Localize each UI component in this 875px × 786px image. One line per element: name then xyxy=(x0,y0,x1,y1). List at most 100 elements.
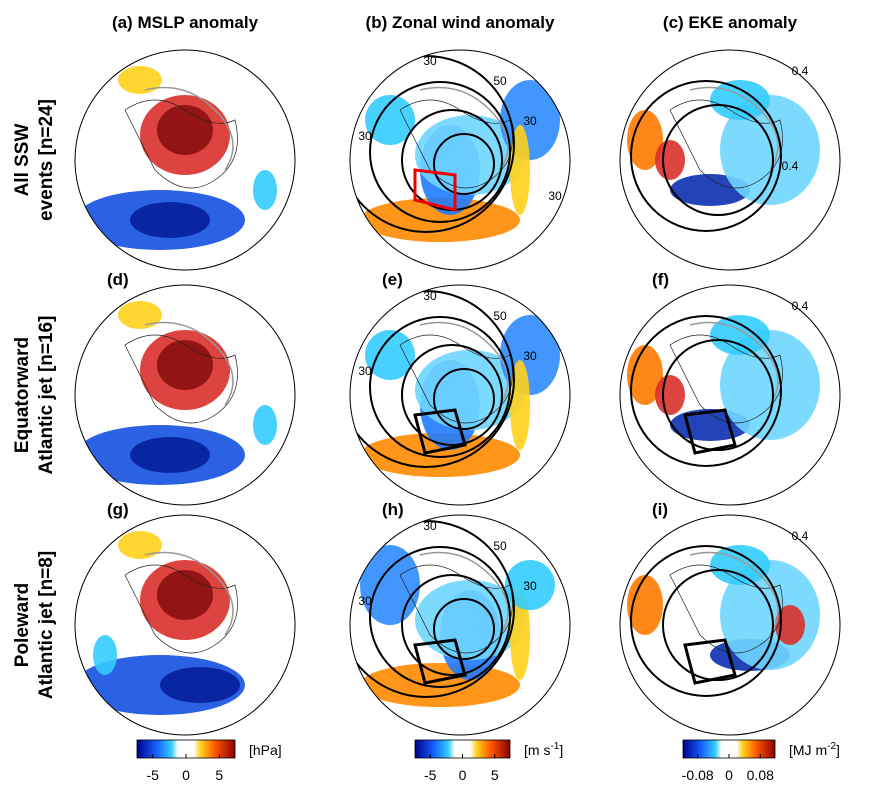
contour-label: 0.4 xyxy=(792,299,809,313)
map-panel xyxy=(350,515,570,735)
climatology-contour xyxy=(369,316,511,458)
anomaly-shading xyxy=(720,330,820,440)
map-outline xyxy=(619,514,841,736)
colorbar-unit: [MJ m-2] xyxy=(789,741,840,758)
significance-contour xyxy=(689,551,779,636)
map-outline xyxy=(619,49,841,271)
coastline xyxy=(124,334,238,424)
anomaly-shading xyxy=(510,360,530,450)
anomaly-shading xyxy=(510,590,530,680)
contour-label: 50 xyxy=(493,74,507,88)
anomaly-shading xyxy=(365,330,415,380)
jet-box xyxy=(413,638,467,685)
climatology-contour xyxy=(662,569,774,681)
significance-contour xyxy=(419,321,509,406)
anomaly-shading xyxy=(775,605,805,645)
anomaly-shading xyxy=(253,170,277,210)
row-label: Atlantic jet [n=16] xyxy=(36,316,57,475)
unit-base: [m s xyxy=(524,742,550,758)
unit-exponent: -1 xyxy=(550,741,559,752)
anomaly-shading xyxy=(130,437,210,473)
anomaly-shading xyxy=(365,95,415,145)
contour-label: 50 xyxy=(493,539,507,553)
climatology-contour xyxy=(350,520,515,698)
region-box xyxy=(413,168,457,212)
anomaly-shading xyxy=(157,570,213,620)
anomaly-shading xyxy=(627,345,663,405)
contour-label: 30 xyxy=(423,54,437,68)
colorbar-tick-label: 0.08 xyxy=(747,767,774,783)
colorbar-tick-label: -0.08 xyxy=(682,767,714,783)
map-panel xyxy=(620,285,840,505)
contour-label: 30 xyxy=(358,594,372,608)
anomaly-shading xyxy=(118,531,162,559)
map-outline xyxy=(349,514,571,736)
colorbar-tick-label: -5 xyxy=(424,767,437,783)
anomaly-shading xyxy=(415,580,525,660)
map-outline xyxy=(74,49,296,271)
anomaly-shading xyxy=(655,140,685,180)
climatology-contour xyxy=(662,104,774,216)
climatology-contour xyxy=(662,339,774,451)
anomaly-shading xyxy=(710,315,770,355)
panel-label: (e) xyxy=(382,270,403,289)
significance-contour xyxy=(144,86,234,171)
climatology-contour xyxy=(369,81,511,223)
anomaly-shading xyxy=(130,202,210,238)
anomaly-shading xyxy=(157,105,213,155)
map-panel xyxy=(75,285,295,505)
map-panel xyxy=(75,515,295,735)
panel-label: (h) xyxy=(382,500,404,519)
anomaly-shading xyxy=(360,545,420,625)
row-label: Atlantic jet [n=8] xyxy=(36,551,57,699)
panel-label: (f) xyxy=(652,270,669,289)
row-label: events [n=24] xyxy=(36,99,57,221)
anomaly-shading xyxy=(360,663,520,707)
contour-label: 0.4 xyxy=(782,159,799,173)
significance-contour xyxy=(144,551,234,636)
contour-label: 30 xyxy=(548,189,562,203)
anomaly-shading xyxy=(510,125,530,215)
colorbar-tick-label: 0 xyxy=(182,767,190,783)
column-title: (a) MSLP anomaly xyxy=(112,13,259,32)
climatology-contour xyxy=(350,55,515,233)
anomaly-shading xyxy=(710,545,770,585)
unit-close: ] xyxy=(836,742,840,758)
row-label: Poleward xyxy=(12,583,33,667)
contour-label: 30 xyxy=(523,114,537,128)
anomaly-shading xyxy=(415,350,525,430)
unit-base: [MJ m xyxy=(789,742,827,758)
contour-label: 30 xyxy=(358,364,372,378)
jet-box xyxy=(413,408,467,455)
jet-box xyxy=(683,408,737,455)
colorbar-tick-label: 0 xyxy=(725,767,733,783)
coastline xyxy=(669,334,783,424)
significance-contour xyxy=(689,321,779,406)
climatology-contour xyxy=(433,368,495,430)
map-outline xyxy=(74,514,296,736)
colorbar-tick-label: 0 xyxy=(459,767,467,783)
anomaly-shading xyxy=(655,375,685,415)
anomaly-shading xyxy=(157,340,213,390)
contour-label: 50 xyxy=(493,309,507,323)
contour-label: 30 xyxy=(423,289,437,303)
climatology-contour xyxy=(433,598,495,660)
coastline xyxy=(124,99,238,189)
anomaly-shading xyxy=(720,95,820,205)
colorbar-tick-label: 5 xyxy=(491,767,499,783)
colorbar-unit: [m s-1] xyxy=(524,741,563,758)
map-panel xyxy=(620,515,840,735)
column-title: (c) EKE anomaly xyxy=(663,13,798,32)
significance-contour xyxy=(419,86,509,171)
significance-contour xyxy=(144,321,234,406)
climatology-contour xyxy=(433,133,495,195)
coastline xyxy=(124,564,238,654)
coastline xyxy=(669,564,783,654)
climatology-contour xyxy=(630,315,782,467)
row-label: Equatorward xyxy=(12,337,33,453)
anomaly-shading xyxy=(627,575,663,635)
panel-label: (d) xyxy=(107,270,129,289)
climatology-contour xyxy=(401,574,503,676)
anomaly-shading xyxy=(253,405,277,445)
map-outline xyxy=(349,49,571,271)
